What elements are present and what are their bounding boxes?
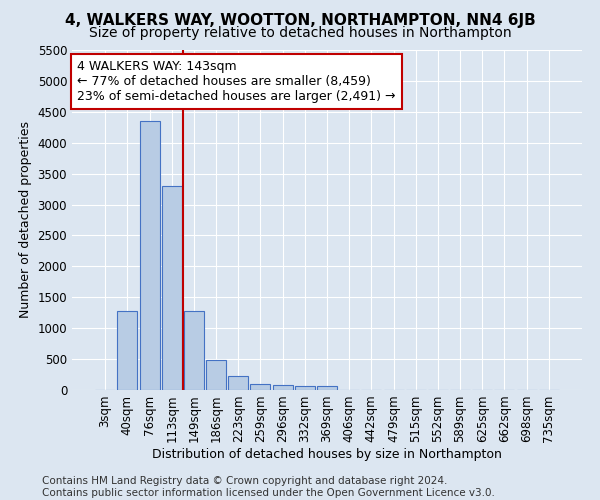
Bar: [184, 312, 204, 390]
Bar: [206, 360, 226, 390]
Bar: [162, 186, 182, 390]
Text: Contains HM Land Registry data © Crown copyright and database right 2024.
Contai: Contains HM Land Registry data © Crown c…: [42, 476, 495, 498]
Text: 4, WALKERS WAY, WOOTTON, NORTHAMPTON, NN4 6JB: 4, WALKERS WAY, WOOTTON, NORTHAMPTON, NN…: [65, 12, 535, 28]
Bar: [118, 312, 137, 390]
Bar: [272, 385, 293, 390]
Bar: [228, 376, 248, 390]
Bar: [295, 386, 315, 390]
Bar: [317, 386, 337, 390]
Bar: [250, 384, 271, 390]
X-axis label: Distribution of detached houses by size in Northampton: Distribution of detached houses by size …: [152, 448, 502, 461]
Y-axis label: Number of detached properties: Number of detached properties: [19, 122, 32, 318]
Bar: [140, 121, 160, 390]
Text: Size of property relative to detached houses in Northampton: Size of property relative to detached ho…: [89, 26, 511, 40]
Text: 4 WALKERS WAY: 143sqm
← 77% of detached houses are smaller (8,459)
23% of semi-d: 4 WALKERS WAY: 143sqm ← 77% of detached …: [77, 60, 395, 103]
